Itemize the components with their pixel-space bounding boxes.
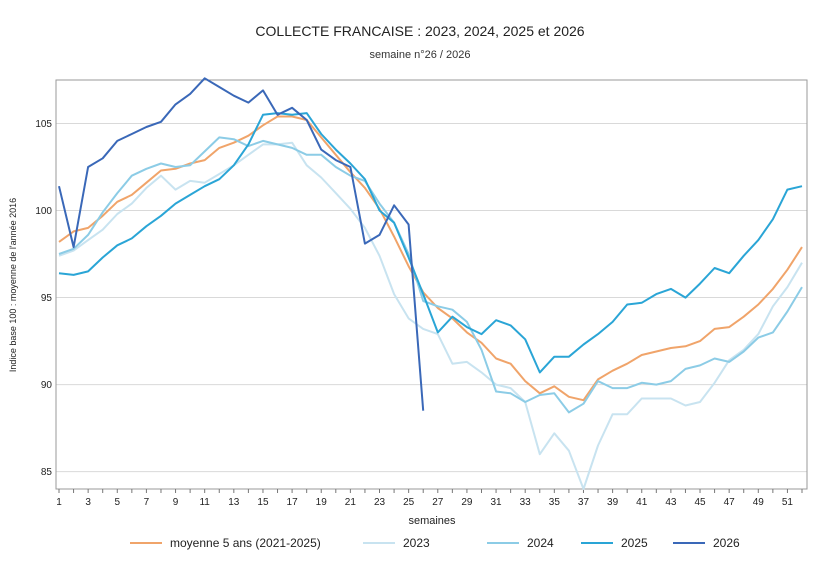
y-tick-label: 105 [35, 119, 52, 130]
y-axis-label: Indice base 100 : moyenne de l'année 201… [8, 198, 18, 372]
x-tick-label: 7 [144, 497, 150, 508]
x-tick-label: 49 [753, 497, 765, 508]
x-tick-label: 17 [287, 497, 299, 508]
x-tick-label: 13 [228, 497, 240, 508]
x-tick-label: 21 [345, 497, 357, 508]
x-tick-label: 29 [461, 497, 473, 508]
series-2026-line [58, 77, 425, 411]
x-tick-label: 51 [782, 497, 794, 508]
series-2023-line [58, 141, 803, 490]
gridlines [56, 123, 807, 473]
series-lines [58, 77, 803, 490]
x-tick-label: 5 [114, 497, 120, 508]
series-2024-line [58, 136, 803, 414]
x-tick-label: 15 [257, 497, 269, 508]
x-tick-label: 25 [403, 497, 415, 508]
y-tick-label: 95 [41, 293, 53, 304]
plot-frame [55, 79, 808, 490]
y-tick-label: 85 [41, 467, 53, 478]
legend-label: 2024 [527, 536, 554, 550]
x-tick-label: 35 [549, 497, 561, 508]
x-tick-label: 27 [432, 497, 444, 508]
x-tick-label: 47 [724, 497, 736, 508]
legend: moyenne 5 ans (2021-2025) 2023 2024 2025 202… [130, 536, 740, 550]
legend-label: moyenne 5 ans (2021-2025) [170, 536, 321, 550]
x-tick-label: 45 [694, 497, 706, 508]
chart-subtitle: semaine n°26 / 2026 [369, 49, 470, 61]
x-tick-label: 11 [199, 497, 210, 508]
x-tick-label: 1 [56, 497, 62, 508]
legend-label: 2025 [621, 536, 648, 550]
x-tick-label: 9 [173, 497, 179, 508]
x-tick-label: 23 [374, 497, 386, 508]
chart-title: COLLECTE FRANCAISE : 2023, 2024, 2025 et… [255, 23, 584, 39]
y-axis-ticks: 85 90 95 100 105 [35, 119, 52, 478]
legend-label: 2023 [403, 536, 430, 550]
x-tick-label: 31 [490, 497, 502, 508]
x-tick-label: 41 [636, 497, 648, 508]
legend-label: 2026 [713, 536, 740, 550]
series-2025-line [58, 112, 803, 374]
x-tick-label: 43 [665, 497, 677, 508]
x-axis-label: semaines [408, 515, 456, 527]
y-tick-label: 90 [41, 380, 53, 391]
x-tick-label: 39 [607, 497, 619, 508]
series-moyenne-line [58, 115, 803, 402]
x-tick-label: 37 [578, 497, 590, 508]
x-tick-label: 19 [316, 497, 328, 508]
x-tick-label: 33 [520, 497, 532, 508]
x-axis-ticks: 1 3 5 7 9 11 13 15 17 19 21 23 25 27 29 31 33 35 37 39 41 43 4… [56, 489, 803, 508]
y-tick-label: 100 [35, 206, 52, 217]
x-tick-label: 3 [85, 497, 91, 508]
